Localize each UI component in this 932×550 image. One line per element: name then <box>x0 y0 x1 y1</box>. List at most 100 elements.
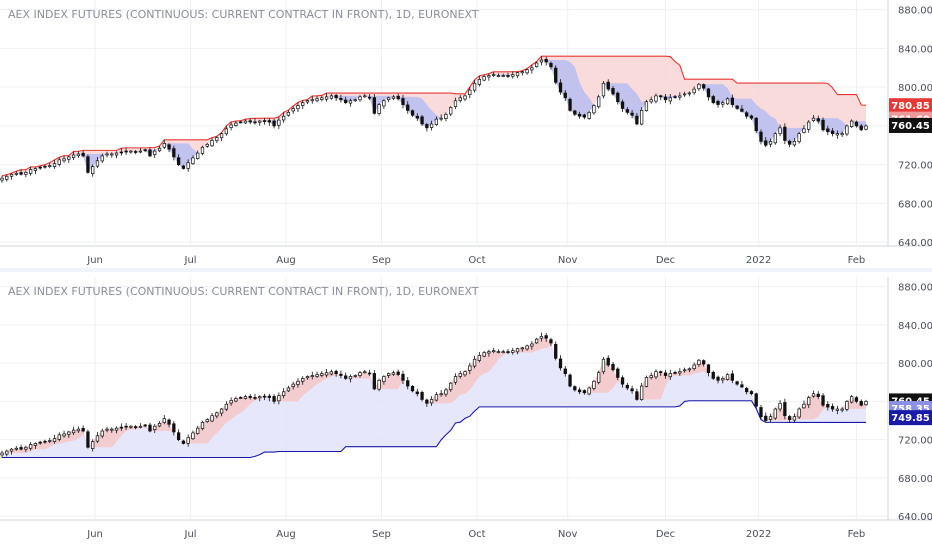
candle-body <box>110 153 114 156</box>
candle-body <box>525 69 529 74</box>
candle-body <box>678 95 682 98</box>
candle-body <box>592 380 596 389</box>
candle-body <box>468 89 472 96</box>
candle-body <box>71 429 76 434</box>
candle-body <box>735 105 739 109</box>
candle-body <box>196 152 200 159</box>
candle-body <box>802 403 806 409</box>
candle-body <box>86 431 90 448</box>
y-tick-label: 880.00 <box>898 283 932 294</box>
candle-body <box>334 95 338 99</box>
candle-body <box>668 373 672 378</box>
candle-body <box>802 128 806 133</box>
x-tick-label: Aug <box>276 529 296 540</box>
candle-body <box>568 374 572 387</box>
candle-body <box>377 104 381 114</box>
candle-body <box>367 372 372 375</box>
candle-body <box>315 98 319 102</box>
candle-body <box>215 137 219 142</box>
candle-body <box>477 355 481 361</box>
candle-body <box>367 96 372 99</box>
x-tick-label: Jul <box>184 529 197 540</box>
candle-body <box>716 101 720 105</box>
candle-body <box>487 75 491 78</box>
candle-body <box>606 357 610 366</box>
candle-body <box>816 393 820 397</box>
candle-body <box>420 116 424 125</box>
candle-body <box>773 133 777 144</box>
candle-body <box>234 398 238 402</box>
candle-body <box>205 143 209 147</box>
candle-body <box>95 160 100 167</box>
candle-body <box>95 435 100 442</box>
x-tick-label: Sep <box>372 529 391 540</box>
candle-body <box>114 427 119 431</box>
candle-body <box>329 95 334 99</box>
candle-body <box>458 373 462 377</box>
candle-body <box>520 347 524 350</box>
candle-body <box>635 115 639 125</box>
candle-body <box>687 92 692 95</box>
candle-body <box>573 110 577 115</box>
candle-body <box>296 380 300 385</box>
candle-body <box>797 133 801 143</box>
candle-body <box>286 111 291 116</box>
candle-body <box>725 374 730 380</box>
candle-body <box>91 166 95 175</box>
candle-body <box>778 402 782 410</box>
candle-body <box>492 350 496 353</box>
panel-1: 880.00840.00800.00760.00720.00680.00640.… <box>0 0 932 266</box>
candle-body <box>9 173 14 177</box>
candle-body <box>673 96 677 98</box>
candle-body <box>654 371 658 378</box>
candle-body <box>659 371 663 374</box>
candle-body <box>320 373 324 376</box>
candle-body <box>544 335 548 339</box>
candle-body <box>711 371 715 379</box>
candle-body <box>43 440 47 443</box>
candle-body <box>296 105 300 110</box>
x-tick-label: Aug <box>276 255 296 266</box>
candle-body <box>811 393 816 397</box>
candle-body <box>76 428 81 432</box>
price-tag-label: 780.85 <box>891 101 930 112</box>
candle-body <box>730 97 734 105</box>
candle-body <box>324 372 329 376</box>
candle-body <box>682 369 687 372</box>
candle-body <box>697 359 701 365</box>
candle-body <box>291 383 295 387</box>
candle-body <box>515 72 520 77</box>
candle-body <box>62 158 66 162</box>
candle-body <box>558 358 563 369</box>
candle-body <box>219 133 224 139</box>
candle-body <box>344 375 348 379</box>
candle-body <box>253 121 257 124</box>
candle-body <box>787 140 792 145</box>
candle-body <box>702 360 706 365</box>
candle-body <box>501 351 505 353</box>
candle-body <box>706 88 711 98</box>
candle-body <box>67 156 71 160</box>
candle-body <box>210 140 214 147</box>
candle-body <box>320 97 324 101</box>
candle-body <box>124 425 128 428</box>
candle-body <box>859 401 863 406</box>
candle-body <box>157 147 162 152</box>
candle-body <box>745 388 749 393</box>
candle-body <box>162 142 166 148</box>
candle-body <box>530 343 534 347</box>
candle-body <box>482 76 486 81</box>
candle-body <box>644 377 649 387</box>
candle-body <box>286 387 291 392</box>
candle-body <box>811 117 816 121</box>
candle-body <box>415 391 419 395</box>
candle-body <box>663 372 668 376</box>
candle-body <box>219 408 224 414</box>
candle-body <box>563 368 567 374</box>
candle-body <box>850 396 854 403</box>
candle-body <box>821 395 825 406</box>
candle-body <box>429 123 434 128</box>
candle-body <box>186 162 190 169</box>
candle-body <box>606 81 610 90</box>
candle-body <box>577 113 582 117</box>
